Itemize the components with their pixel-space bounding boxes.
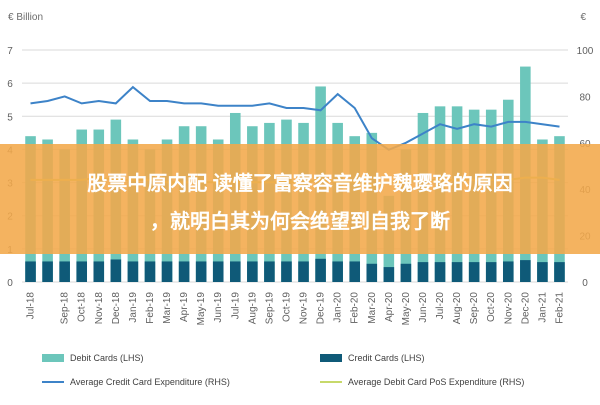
credit-bar [417, 262, 429, 282]
legend: Debit Cards (LHS) Credit Cards (LHS) Avera… [42, 353, 524, 387]
x-tick-label: Jan-19 [128, 292, 139, 323]
credit-bar [400, 263, 412, 282]
x-tick-label: Jan-20 [333, 292, 344, 323]
x-tick-label: Feb-19 [145, 292, 156, 324]
y-left-tick-label: 7 [7, 46, 13, 57]
x-tick-label: Apr-20 [384, 292, 395, 322]
x-tick-label: Oct-20 [486, 292, 497, 322]
legend-label: Debit Cards (LHS) [70, 353, 144, 363]
x-tick-label: Jul-19 [230, 292, 241, 320]
credit-bar [42, 261, 53, 282]
credit-bar [554, 262, 565, 282]
credit-bar [264, 261, 275, 282]
overlay-line-2: ，就明白其为何会绝望到自我了断 [150, 209, 450, 233]
x-tick-label: Nov-19 [299, 292, 310, 325]
credit-bar [520, 260, 531, 282]
x-tick-label: Dec-20 [520, 292, 531, 325]
x-tick-label: Jun-20 [418, 292, 429, 323]
legend-swatch [320, 354, 342, 362]
right-axis-unit: € [580, 12, 586, 23]
x-tick-label: Oct-18 [77, 292, 88, 322]
credit-bar [161, 261, 173, 282]
credit-bar [298, 261, 309, 282]
x-tick-label: Jul-18 [26, 292, 37, 320]
x-tick-label: Mar-20 [367, 292, 378, 324]
credit-bar [537, 262, 548, 282]
x-tick-label: Sep-20 [469, 292, 480, 325]
credit-bar [451, 262, 463, 282]
y-left-tick-label: 0 [7, 278, 13, 289]
credit-bar [127, 261, 139, 282]
legend-label: Average Credit Card Expenditure (RHS) [70, 377, 230, 387]
credit-bar [468, 262, 480, 282]
x-tick-label: Jun-19 [213, 292, 224, 323]
x-tick-label: Feb-21 [554, 292, 565, 324]
credit-bar [144, 261, 156, 282]
x-tick-label: Sep-19 [264, 292, 275, 325]
overlay-band [0, 144, 600, 254]
credit-bar [25, 261, 36, 282]
credit-bar [502, 261, 514, 282]
x-tick-label: Dec-19 [316, 292, 327, 325]
x-tick-label: Sep-18 [60, 292, 71, 325]
credit-bar [212, 261, 224, 282]
y-right-tick-label: 0 [582, 278, 588, 289]
x-axis-labels: Jul-18 Sep-18 Oct-18 Nov-18 Dec-18 Jan-19 Feb-… [26, 292, 566, 326]
credit-bar [93, 261, 105, 282]
y-left-tick-label: 5 [7, 112, 13, 123]
credit-bar [434, 262, 446, 282]
credit-bar [110, 259, 122, 282]
credit-bar [59, 261, 70, 282]
credit-bar [178, 261, 190, 282]
credit-bar [349, 261, 361, 282]
credit-expenditure-line [30, 85, 560, 151]
legend-label: Average Debit Card PoS Expenditure (RHS) [348, 377, 524, 387]
credit-bar [383, 267, 395, 282]
y-left-tick-label: 6 [7, 79, 13, 90]
x-tick-label: Jul-20 [435, 292, 446, 320]
y-right-tick-label: 100 [577, 46, 594, 57]
credit-bar [247, 261, 258, 282]
x-tick-label: Feb-20 [350, 292, 361, 324]
x-tick-label: Apr-19 [179, 292, 190, 322]
x-tick-label: Nov-20 [503, 292, 514, 325]
x-tick-label: Mar-19 [162, 292, 173, 324]
x-tick-label: Nov-18 [94, 292, 105, 325]
overlay-line-1: 股票中原内配 读懂了富察容音维护魏璎珞的原因 [87, 171, 513, 195]
x-tick-label: Jan-21 [537, 292, 548, 323]
x-tick-label: Aug-19 [247, 292, 258, 325]
credit-bar [76, 261, 88, 282]
credit-bar [229, 261, 241, 282]
left-axis-unit: € Billion [8, 12, 43, 23]
legend-swatch [42, 354, 64, 362]
credit-bar [485, 262, 497, 282]
credit-bar [281, 261, 292, 282]
y-right-tick-label: 80 [579, 92, 591, 103]
x-tick-label: Dec-18 [111, 292, 122, 325]
credit-bar [315, 258, 326, 282]
credit-bar [195, 261, 207, 282]
x-tick-label: May-20 [401, 292, 412, 326]
credit-bar [332, 261, 343, 282]
credit-bar [366, 263, 378, 282]
x-tick-label: May-19 [196, 292, 207, 326]
x-tick-label: Oct-19 [281, 292, 292, 322]
x-tick-label: Aug-20 [452, 292, 463, 325]
overlay-banner: 股票中原内配 读懂了富察容音维护魏璎珞的原因 ，就明白其为何会绝望到自我了断 [0, 144, 600, 254]
legend-label: Credit Cards (LHS) [348, 353, 425, 363]
